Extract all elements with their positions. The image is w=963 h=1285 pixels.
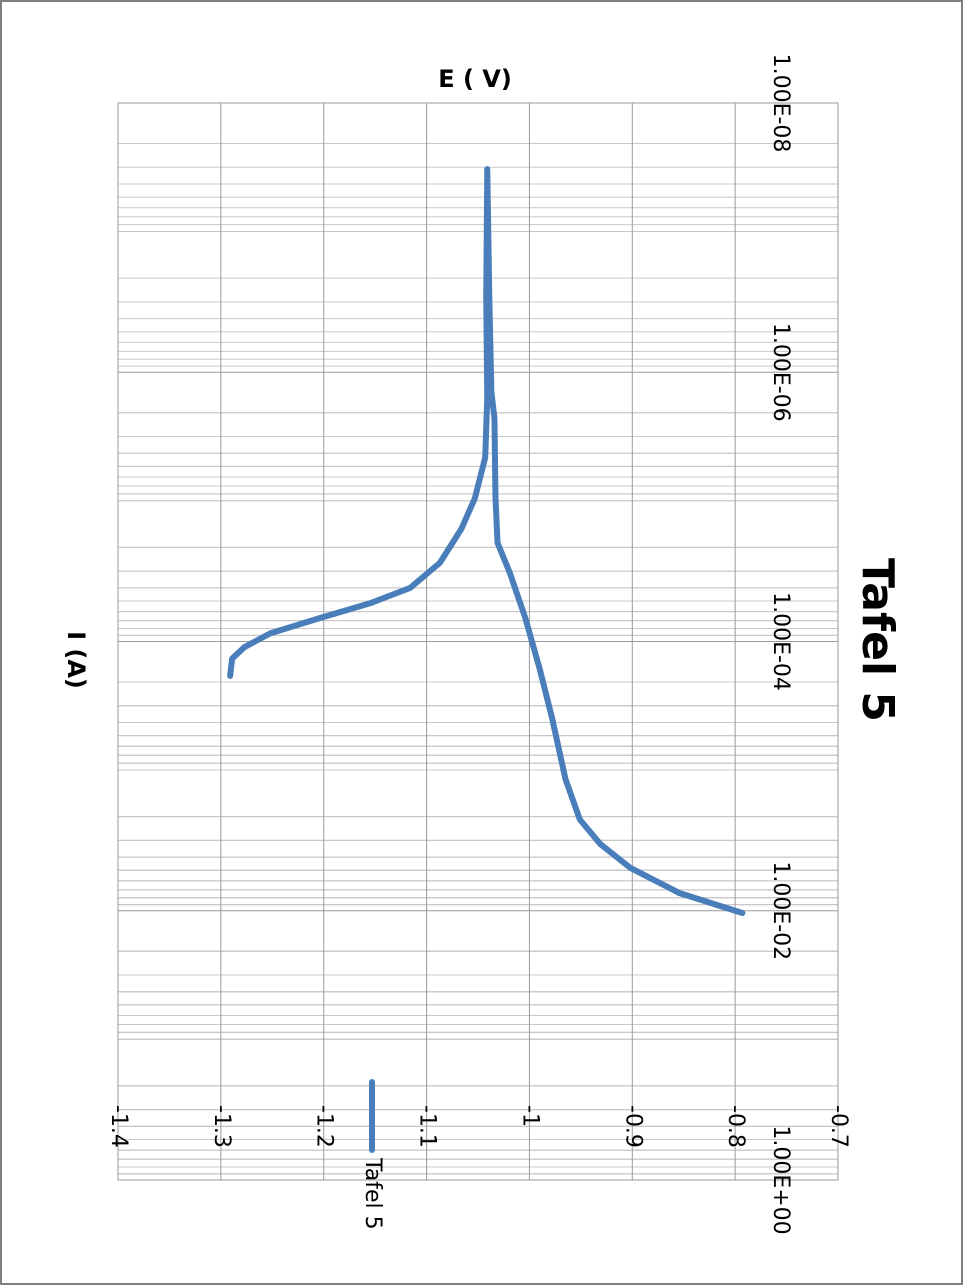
x-tick-label: 1.00E+00 — [768, 1125, 793, 1234]
x-tick-label: 1.00E-02 — [768, 861, 793, 960]
x-tick-label: 1.00E-06 — [768, 323, 793, 422]
rotated-chart: Tafel 5 I (A) E ( V) 1.00E-08 1.00E-06 1.0… — [62, 54, 903, 1235]
legend-label: Tafel 5 — [360, 1157, 385, 1230]
data-line — [227, 166, 746, 917]
y-tick-label: -1.3 — [209, 1105, 234, 1148]
chart-title: Tafel 5 — [852, 558, 903, 722]
x-tick-label: 1.00E-08 — [768, 54, 793, 153]
y-tick-label: -0.9 — [620, 1105, 645, 1148]
x-tick-label: 1.00E-04 — [768, 592, 793, 691]
y-tick-label: -1.4 — [106, 1105, 131, 1148]
y-tick-label: -1.2 — [312, 1105, 337, 1148]
y-tick-label: -0.7 — [826, 1105, 851, 1148]
x-axis-label: I (A) — [62, 631, 90, 689]
y-tick-label: -1.1 — [415, 1105, 440, 1148]
y-tick-label: -0.8 — [723, 1105, 748, 1148]
y-axis-label: E ( V) — [438, 65, 512, 93]
y-tick-label: -1 — [517, 1105, 542, 1127]
